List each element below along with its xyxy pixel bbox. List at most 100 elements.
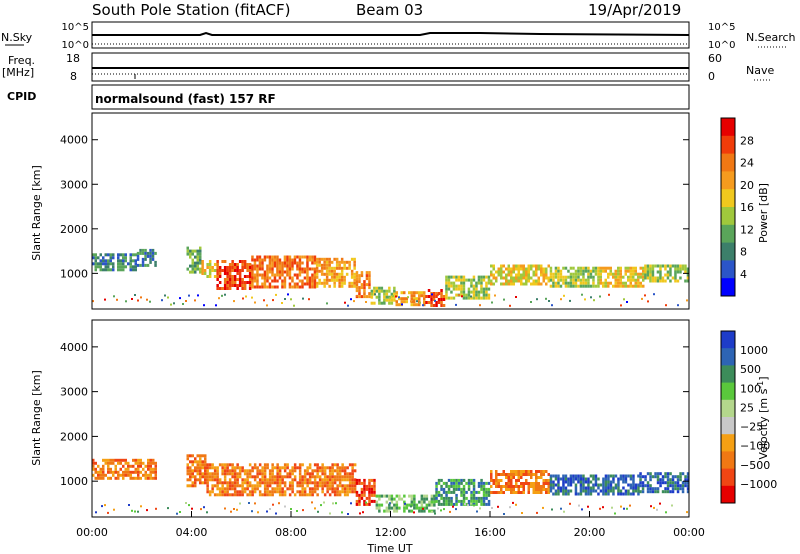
- scatter-cell: [346, 490, 349, 494]
- scatter-cell: [358, 280, 361, 284]
- scatter-cell: [602, 506, 604, 509]
- scatter-cell: [288, 267, 292, 271]
- scatter-cell: [419, 301, 421, 304]
- scatter-cell: [154, 251, 157, 255]
- scatter-cell: [547, 488, 550, 491]
- scatter-cell: [119, 268, 122, 272]
- scatter-cell: [306, 279, 309, 283]
- scatter-cell: [476, 510, 478, 513]
- colorbar-tick-label: 500: [740, 363, 761, 376]
- scatter-cell: [435, 292, 438, 295]
- scatter-cell: [649, 279, 652, 283]
- scatter-cell: [272, 299, 274, 302]
- scatter-cell: [278, 273, 282, 277]
- scatter-cell: [659, 478, 662, 482]
- scatter-cell: [624, 269, 627, 273]
- scatter-cell: [129, 256, 132, 260]
- scatter-cell: [574, 474, 578, 478]
- scatter-cell: [194, 469, 197, 473]
- scatter-cell: [619, 477, 623, 481]
- scatter-cell: [303, 472, 307, 476]
- scatter-cell: [358, 292, 361, 296]
- scatter-cell: [308, 258, 312, 262]
- x-tick-label: 12:00: [375, 526, 407, 539]
- scatter-cell: [587, 477, 590, 481]
- scatter-cell: [122, 476, 125, 480]
- scatter-cell: [271, 469, 274, 473]
- scatter-cell: [681, 472, 685, 476]
- scatter-cell: [574, 477, 578, 481]
- scatter-cell: [301, 285, 304, 289]
- scatter-cell: [350, 272, 354, 276]
- scatter-cell: [485, 490, 488, 494]
- scatter-cell: [592, 266, 595, 270]
- scatter-cell: [351, 463, 354, 467]
- scatter-cell: [612, 489, 615, 493]
- scatter-cell: [281, 282, 284, 286]
- scatter-cell: [602, 266, 605, 270]
- scatter-cell: [540, 273, 543, 277]
- scatter-cell: [204, 481, 207, 485]
- scatter-cell: [495, 491, 498, 494]
- scatter-cell: [301, 463, 304, 467]
- colorbar-tick-label: 1000: [740, 344, 768, 357]
- scatter-cell: [363, 484, 366, 488]
- scatter-cell: [674, 484, 677, 488]
- scatter-cell: [321, 481, 324, 485]
- scatter-cell: [540, 470, 543, 473]
- y-tick-label: 2000: [60, 223, 88, 236]
- scatter-cell: [537, 476, 540, 479]
- scatter-cell: [542, 276, 545, 280]
- scatter-cell: [291, 490, 294, 494]
- scatter-cell: [642, 266, 645, 270]
- scatter-cell: [109, 253, 112, 257]
- scatter-cell: [218, 269, 222, 272]
- scatter-cell: [467, 290, 471, 294]
- scatter-cell: [467, 287, 471, 291]
- scatter-cell: [622, 281, 625, 285]
- scatter-cell: [385, 494, 389, 498]
- scatter-cell: [221, 484, 224, 488]
- scatter-cell: [370, 478, 374, 482]
- scatter-cell: [627, 489, 630, 493]
- scatter-cell: [410, 291, 413, 295]
- scatter-cell: [393, 295, 396, 299]
- scatter-cell: [288, 258, 292, 262]
- scatter-cell: [185, 502, 187, 504]
- scatter-cell: [433, 494, 436, 498]
- scatter-cell: [545, 488, 548, 491]
- scatter-cell: [390, 497, 394, 501]
- scatter-cell: [125, 300, 127, 303]
- scatter-cell: [251, 296, 253, 299]
- scatter-cell: [139, 248, 142, 252]
- scatter-cell: [569, 299, 571, 302]
- colorbar-swatch: [721, 331, 735, 349]
- scatter-cell: [348, 472, 352, 476]
- scatter-cell: [637, 486, 640, 490]
- scatter-cell: [413, 497, 416, 501]
- scatter-cell: [365, 295, 369, 299]
- scatter-cell: [445, 481, 448, 485]
- scatter-cell: [313, 255, 317, 259]
- scatter-cell: [236, 287, 239, 290]
- scatter-cell: [452, 484, 456, 488]
- scatter-cell: [385, 295, 389, 299]
- scatter-cell: [288, 270, 292, 274]
- scatter-cell: [654, 475, 657, 479]
- scatter-cell: [472, 296, 476, 300]
- scatter-cell: [199, 267, 202, 271]
- scatter-cell: [132, 470, 135, 474]
- scatter-cell: [559, 489, 563, 493]
- scatter-cell: [567, 492, 570, 496]
- scatter-cell: [559, 486, 563, 490]
- scatter-cell: [423, 509, 426, 513]
- scatter-cell: [602, 483, 605, 487]
- scatter-cell: [563, 294, 565, 297]
- scatter-cell: [599, 281, 602, 285]
- scatter-cell: [325, 269, 329, 273]
- scatter-cell: [268, 475, 272, 479]
- scatter-cell: [681, 487, 685, 491]
- scatter-cell: [445, 499, 448, 503]
- scatter-cell: [308, 475, 312, 479]
- scatter-cell: [676, 487, 680, 491]
